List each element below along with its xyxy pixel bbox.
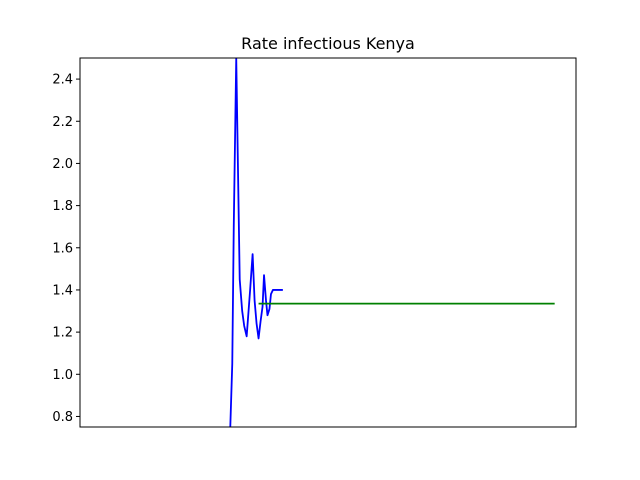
y-tick-label: 1.6: [52, 241, 73, 256]
y-tick-label: 0.8: [52, 410, 73, 425]
y-tick-label: 1.2: [52, 326, 73, 341]
plot-frame: [79, 57, 577, 428]
y-tick-label: 2.2: [52, 115, 73, 130]
y-tick-label: 1.4: [52, 283, 73, 298]
y-tick-label: 1.8: [52, 199, 73, 214]
y-tick-label: 2.4: [52, 73, 73, 88]
y-axis: 0.8 1.0 1.2 1.4 1.6 1.8 2.0 2.2 2.4: [52, 73, 80, 425]
series-line-1: [229, 58, 283, 427]
chart-title: Rate infectious Kenya: [241, 34, 415, 53]
y-tick-label: 1.0: [52, 368, 73, 383]
plot-area: [229, 58, 555, 427]
y-tick-label: 2.0: [52, 157, 73, 172]
